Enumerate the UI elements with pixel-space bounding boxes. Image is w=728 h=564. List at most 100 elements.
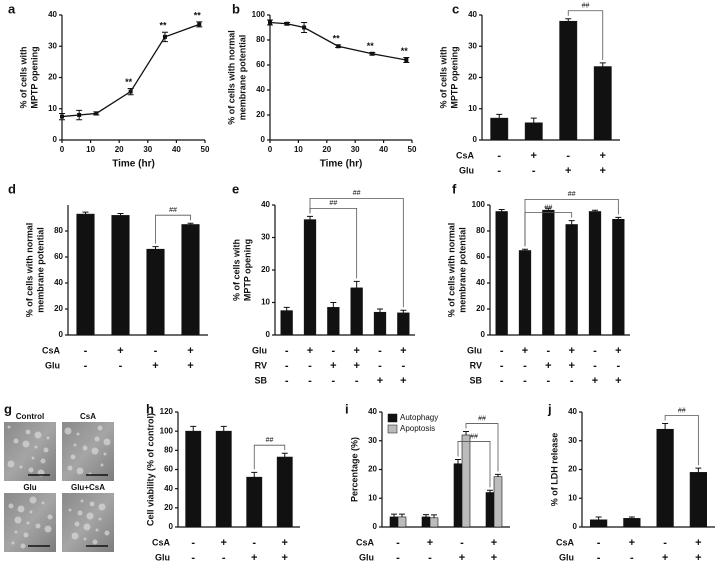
error-bar [695, 467, 702, 473]
cell [34, 445, 38, 449]
condition-sign: + [531, 150, 537, 162]
micrograph [62, 493, 114, 552]
cell [11, 541, 15, 545]
point [94, 111, 99, 116]
condition-sign: - [546, 375, 550, 387]
y-tick-label: 80 [476, 226, 485, 235]
condition-sign: + [117, 345, 123, 357]
bracket [309, 197, 404, 308]
cell [23, 532, 29, 538]
condition-name: Glu [559, 552, 574, 562]
condition-sign: - [566, 150, 570, 162]
y-tick-label: 0 [261, 135, 266, 144]
y-tick-label: 80 [256, 35, 265, 44]
cell [34, 431, 42, 439]
y-axis-label: % of cells with normal [226, 30, 236, 125]
condition-sign: + [187, 345, 193, 357]
y-tick-label: 60 [54, 252, 63, 261]
condition-sign: + [377, 375, 383, 387]
cell [104, 530, 110, 536]
error-bar [568, 220, 575, 225]
error-bar [281, 452, 288, 458]
condition-name: CsA [456, 150, 475, 160]
condition-sign: - [460, 537, 464, 549]
condition-sign: + [695, 552, 701, 564]
cell [98, 503, 106, 511]
y-axis-label: MPTP opening [449, 46, 459, 108]
legend-label: Autophagy [400, 413, 438, 422]
bar [350, 287, 363, 336]
error-bar [463, 431, 469, 435]
y-tick-label: 20 [256, 110, 265, 119]
condition-sign: + [427, 537, 433, 549]
bracket [457, 441, 491, 488]
cell [74, 521, 80, 527]
y-tick-label: 40 [256, 85, 265, 94]
bar [493, 476, 503, 528]
condition-sign: - [285, 375, 289, 387]
image-caption: Control [16, 412, 44, 421]
condition-sign: - [500, 345, 504, 357]
cell [100, 463, 104, 467]
bracket-label: ## [568, 191, 576, 198]
legend-label: Apoptosis [400, 424, 435, 433]
error-bar [251, 471, 258, 478]
cell [41, 501, 45, 505]
panel-label: j [547, 401, 552, 416]
cell [46, 436, 50, 440]
y-tick-label: 60 [476, 252, 485, 261]
y-tick-label: 40 [164, 484, 173, 493]
condition-sign: - [546, 345, 550, 357]
condition-sign: + [695, 537, 701, 549]
y-tick-label: 40 [468, 10, 477, 19]
y-tick-label: 80 [54, 226, 63, 235]
condition-name: RV [470, 360, 482, 370]
error-bar [152, 246, 159, 250]
y-tick-label: 20 [468, 73, 477, 82]
condition-sign: - [523, 360, 527, 372]
bracket-label: ## [169, 207, 177, 214]
cell [47, 514, 53, 520]
cell [67, 465, 73, 471]
cell [29, 510, 33, 514]
line [269, 21, 407, 61]
error-bar [595, 516, 602, 520]
cell [97, 425, 103, 431]
error-bar [423, 514, 429, 517]
panel-label: e [232, 181, 239, 196]
bar [429, 517, 439, 528]
condition-name: CsA [152, 537, 171, 547]
condition-name: Glu [467, 345, 482, 355]
x-tick-label: 0 [60, 145, 65, 154]
bar [389, 516, 399, 528]
panel-label: b [232, 1, 240, 16]
condition-sign: + [353, 360, 359, 372]
condition-sign: - [401, 360, 405, 372]
condition-name: Glu [459, 165, 474, 175]
condition-sign: - [285, 360, 289, 372]
condition-sign: + [187, 360, 193, 372]
point [77, 113, 82, 117]
bracket [465, 423, 499, 472]
y-tick-label: 30 [368, 436, 377, 445]
condition-sign: - [331, 375, 335, 387]
error-bar [565, 18, 572, 22]
cell [83, 523, 91, 531]
condition-name: RV [255, 360, 267, 370]
y-tick-label: 0 [59, 330, 64, 339]
error-bar [82, 211, 89, 215]
cell [76, 432, 80, 436]
condition-sign: + [459, 552, 465, 564]
bracket-label: ## [478, 415, 486, 422]
condition-sign: + [330, 360, 336, 372]
x-tick-label: 50 [201, 145, 210, 154]
condition-sign: - [378, 360, 382, 372]
cell [86, 512, 94, 520]
bar [518, 250, 532, 336]
y-axis-label: MPTP opening [29, 46, 39, 108]
error-bar [545, 207, 552, 211]
bar [303, 219, 317, 336]
bar [559, 20, 578, 141]
error-bar [615, 216, 622, 220]
